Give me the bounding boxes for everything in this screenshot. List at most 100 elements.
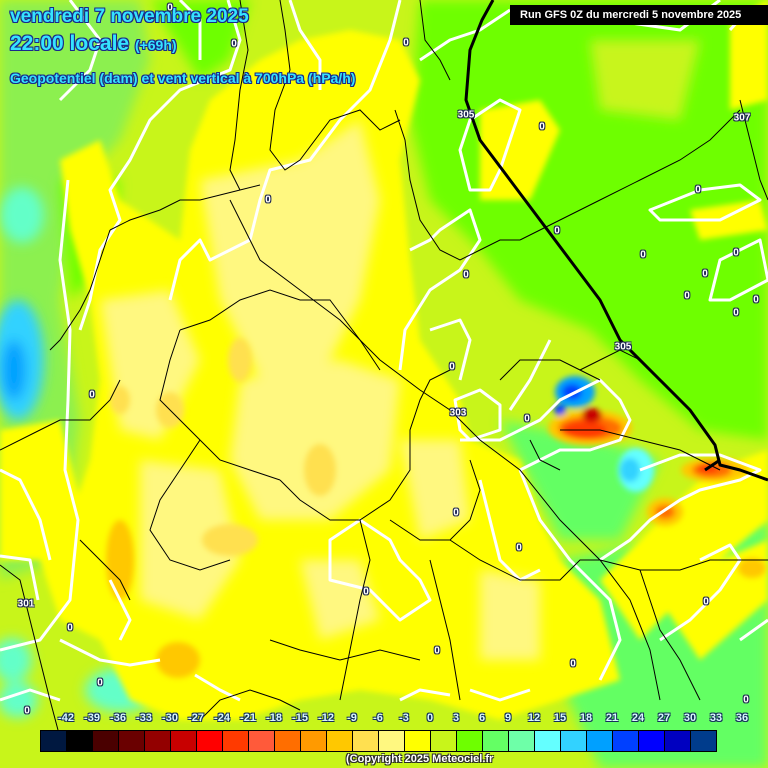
- colorbar-tick-label: -36: [110, 712, 126, 724]
- colorbar-tick-label: 33: [709, 712, 723, 724]
- contour-label: 303: [449, 407, 467, 419]
- colorbar: [40, 730, 717, 752]
- colorbar-swatch: [249, 731, 275, 751]
- contour-label: 0: [640, 249, 646, 261]
- zero-contours: [0, 0, 768, 702]
- geopotential-contours: [464, 0, 768, 482]
- contour-label: 0: [167, 2, 173, 14]
- contour-label: 0: [363, 586, 369, 598]
- colorbar-ticks: -42 -39 -36 -33 -30 -27 -24 -21 -18 -15 -12 -9 -6 -3 0…: [0, 712, 768, 728]
- contour-label: 0: [231, 38, 237, 50]
- contour-label: 0: [702, 268, 708, 280]
- colorbar-swatch: [379, 731, 405, 751]
- contour-label: 0: [684, 290, 690, 302]
- colorbar-swatch: [483, 731, 509, 751]
- colorbar-swatch: [171, 731, 197, 751]
- colorbar-tick-label: -39: [84, 712, 100, 724]
- contour-label: 0: [516, 542, 522, 554]
- colorbar-swatch: [301, 731, 327, 751]
- colorbar-swatch: [457, 731, 483, 751]
- colorbar-tick-label: -24: [214, 712, 230, 724]
- colorbar-swatch: [327, 731, 353, 751]
- contour-label: 0: [97, 677, 103, 689]
- colorbar-swatch: [197, 731, 223, 751]
- contour-label: 0: [434, 645, 440, 657]
- colorbar-tick-label: -18: [266, 712, 282, 724]
- colorbar-swatch: [639, 731, 665, 751]
- contour-label: 0: [89, 389, 95, 401]
- colorbar-tick-label: 18: [579, 712, 593, 724]
- borders: [0, 0, 768, 721]
- colorbar-swatch: [535, 731, 561, 751]
- colorbar-swatch: [665, 731, 691, 751]
- colorbar-tick-label: -6: [373, 712, 383, 724]
- colorbar-swatch: [405, 731, 431, 751]
- colorbar-tick-label: 15: [553, 712, 567, 724]
- colorbar-swatch: [431, 731, 457, 751]
- contour-label: 0: [539, 121, 545, 133]
- colorbar-tick-label: 0: [426, 712, 434, 724]
- contour-label: 0: [67, 622, 73, 634]
- colorbar-tick-label: 21: [605, 712, 619, 724]
- colorbar-tick-label: 9: [504, 712, 512, 724]
- contour-label: 0: [449, 361, 455, 373]
- contour-label: 0: [554, 225, 560, 237]
- colorbar-swatch: [119, 731, 145, 751]
- colorbar-tick-label: -3: [399, 712, 409, 724]
- colorbar-tick-label: -15: [292, 712, 308, 724]
- contour-label: 305: [457, 109, 475, 121]
- contour-label: 0: [463, 269, 469, 281]
- contour-label: 0: [403, 37, 409, 49]
- forecast-lead-time: (+69h): [134, 37, 177, 53]
- copyright-text: (Copyright 2025 Meteociel.fr: [346, 753, 494, 765]
- parameter-title: Geopotentiel (dam) et vent vertical à 70…: [10, 70, 356, 86]
- contour-label: 0: [265, 194, 271, 206]
- contour-label: 0: [453, 507, 459, 519]
- colorbar-swatch: [509, 731, 535, 751]
- colorbar-swatch: [353, 731, 379, 751]
- colorbar-tick-label: -30: [162, 712, 178, 724]
- contour-label: 0: [743, 694, 749, 706]
- colorbar-swatch: [93, 731, 119, 751]
- contour-label: 307: [733, 112, 751, 124]
- contour-label: 305: [614, 341, 632, 353]
- contour-label: 0: [570, 658, 576, 670]
- colorbar-tick-label: -42: [58, 712, 74, 724]
- colorbar-tick-label: -27: [188, 712, 204, 724]
- contour-label: 0: [733, 247, 739, 259]
- contour-label: 0: [753, 294, 759, 306]
- colorbar-swatch: [223, 731, 249, 751]
- colorbar-swatch: [41, 731, 67, 751]
- contour-label: 0: [703, 596, 709, 608]
- contour-label: 0: [524, 413, 530, 425]
- colorbar-tick-label: -12: [318, 712, 334, 724]
- contour-label: 0: [695, 184, 701, 196]
- colorbar-tick-label: 27: [657, 712, 671, 724]
- contour-label: 0: [733, 307, 739, 319]
- contour-label: 301: [17, 598, 35, 610]
- colorbar-swatch: [691, 731, 716, 751]
- colorbar-tick-label: 3: [452, 712, 460, 724]
- forecast-date: vendredi 7 novembre 2025: [10, 6, 249, 27]
- colorbar-swatch: [275, 731, 301, 751]
- colorbar-tick-label: 12: [527, 712, 541, 724]
- geopotential-contours-thin: [0, 99, 768, 731]
- colorbar-tick-label: 6: [478, 712, 486, 724]
- forecast-local-time: 22:00 locale: [10, 32, 130, 55]
- model-run-info: Run GFS 0Z du mercredi 5 novembre 2025: [510, 5, 768, 25]
- colorbar-tick-label: -33: [136, 712, 152, 724]
- colorbar-swatch: [587, 731, 613, 751]
- forecast-time: 22:00 locale (+69h): [10, 32, 177, 56]
- colorbar-tick-label: 24: [631, 712, 645, 724]
- colorbar-swatch: [67, 731, 93, 751]
- colorbar-tick-label: -9: [347, 712, 357, 724]
- colorbar-tick-label: 30: [683, 712, 697, 724]
- colorbar-swatch: [145, 731, 171, 751]
- field-orange-yellow: [106, 338, 336, 678]
- colorbar-tick-label: -21: [240, 712, 256, 724]
- colorbar-swatch: [561, 731, 587, 751]
- field-pale-yellow: [100, 120, 540, 660]
- contour-label: 0: [24, 705, 30, 717]
- colorbar-tick-label: 36: [735, 712, 749, 724]
